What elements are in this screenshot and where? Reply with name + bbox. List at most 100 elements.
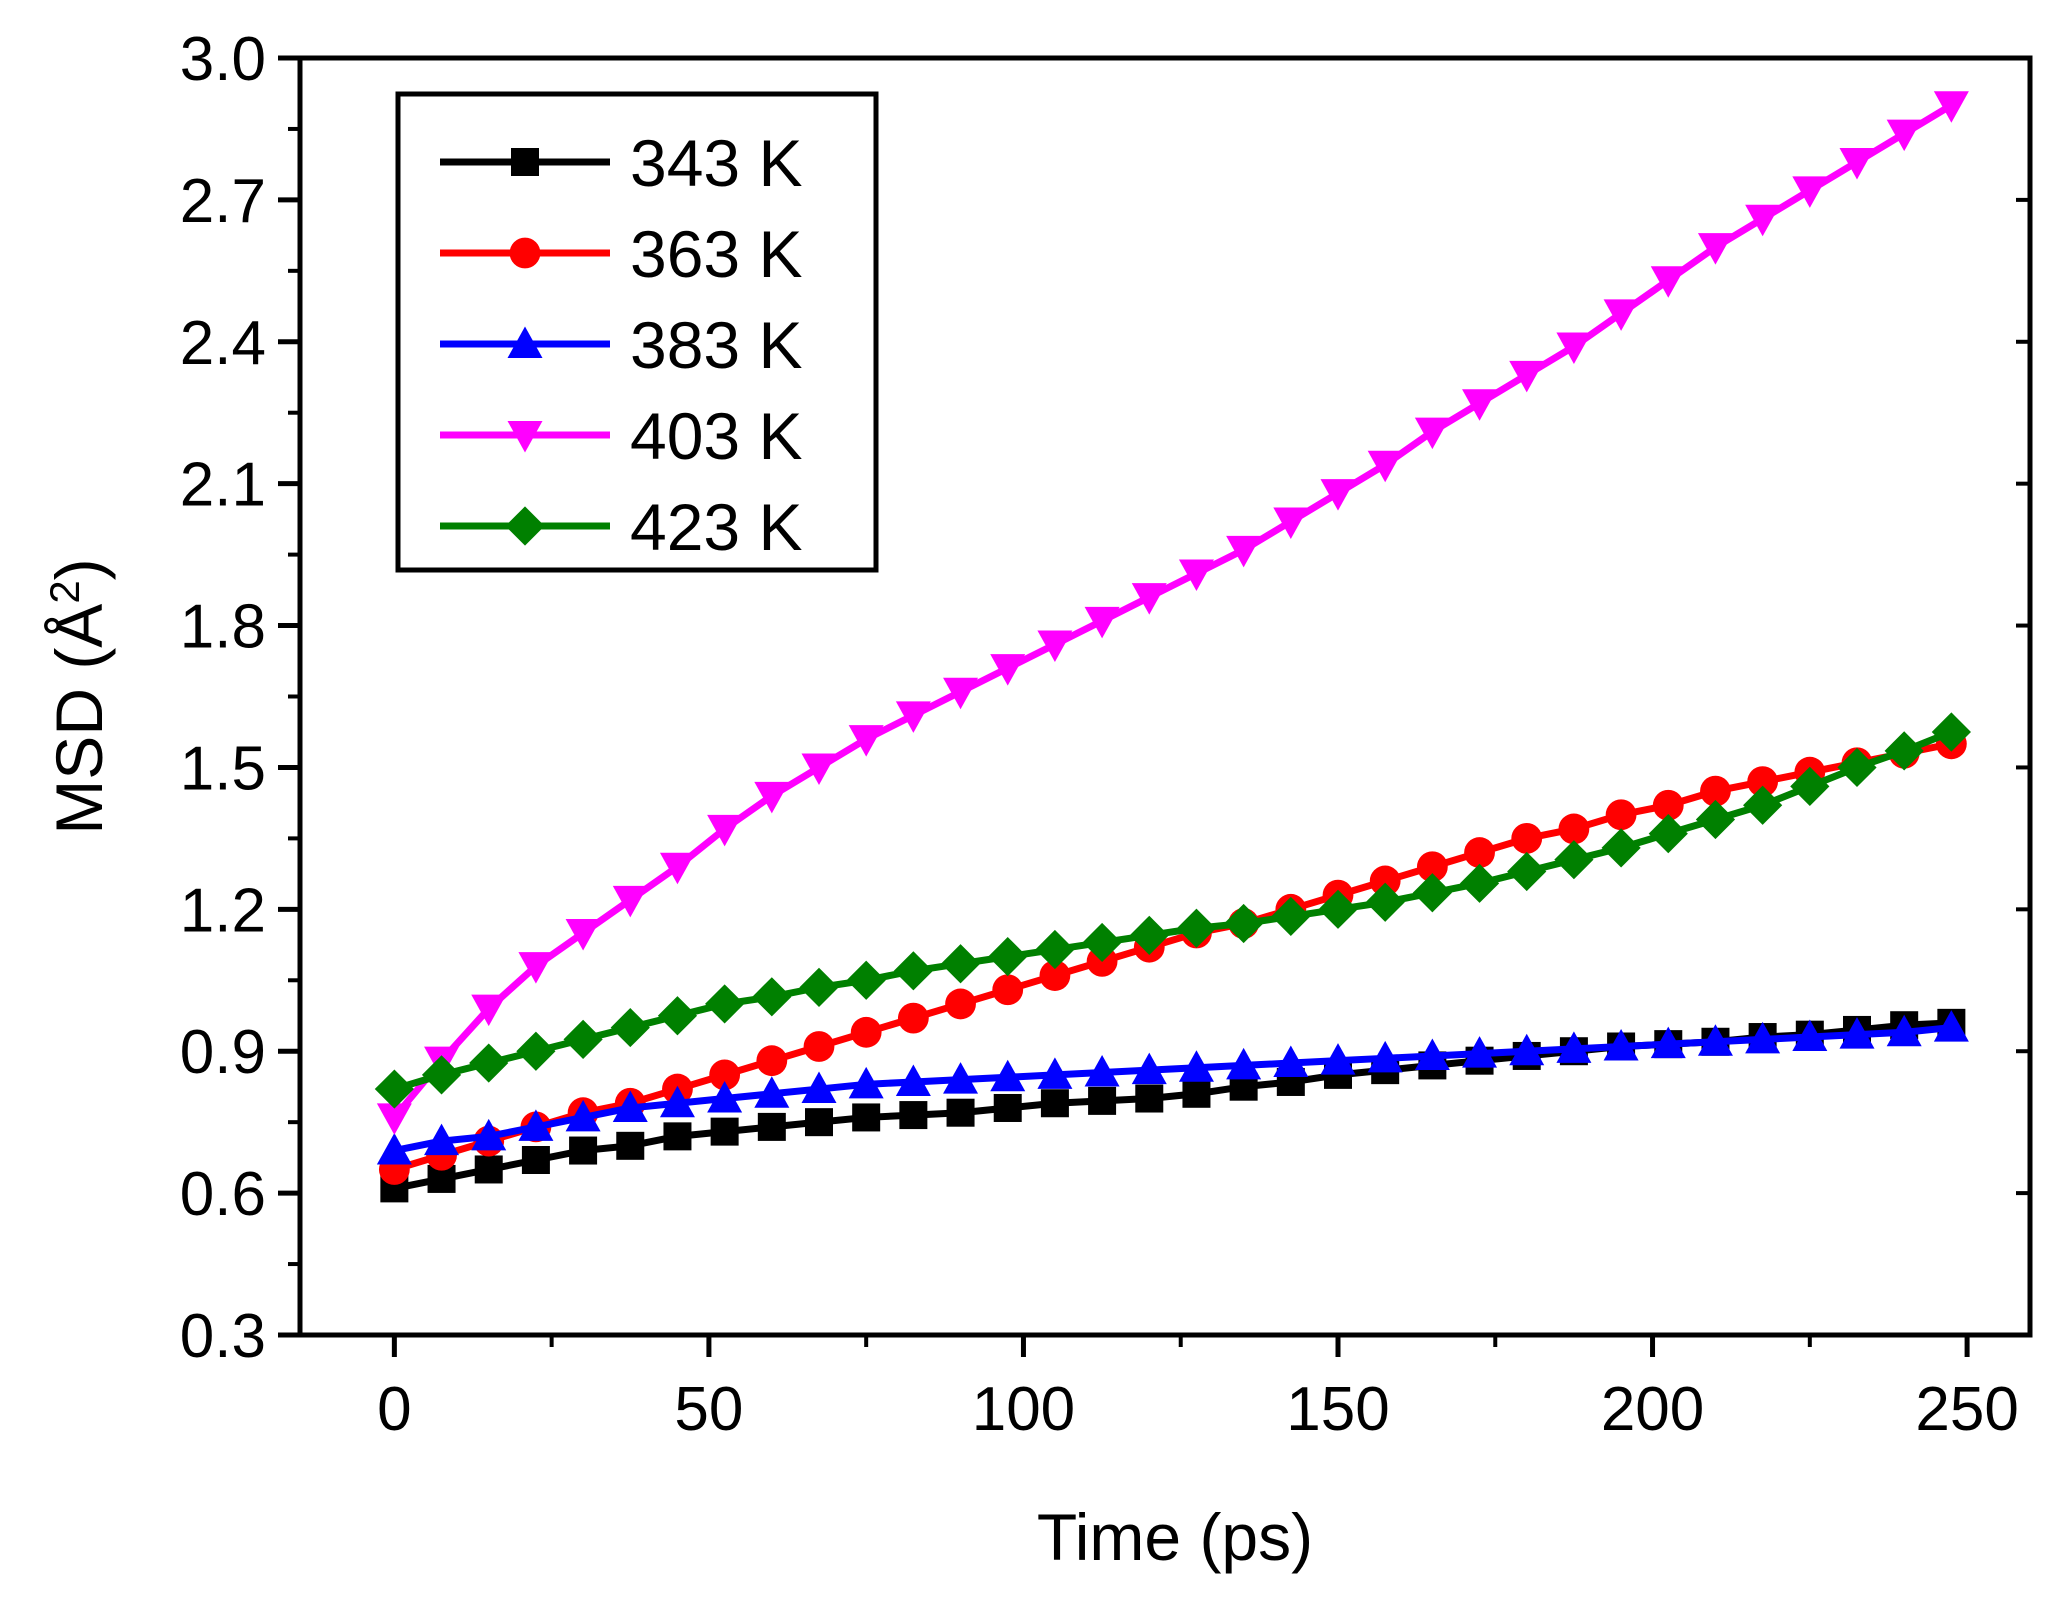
y-tick-label: 0.6 [180,1160,266,1229]
legend-entry: 363 K [440,217,802,291]
data-point [1462,1036,1498,1068]
data-point [1367,1040,1403,1073]
data-point [376,1133,412,1165]
data-point [895,701,931,733]
data-point [1271,896,1311,937]
data-point [801,1071,837,1104]
data-point [1697,233,1733,265]
data-point [940,944,981,984]
data-point [710,1117,739,1146]
y-axis-title: MSD (Å2) [41,558,117,834]
legend-entry: 343 K [440,126,802,200]
data-point [518,1109,554,1141]
data-point [469,1043,509,1083]
data-point [616,1131,645,1160]
data-point [1884,731,1924,771]
data-point [848,725,884,757]
legend-label: 403 K [630,399,802,473]
data-point [1084,1055,1120,1087]
data-point [1273,507,1309,540]
data-point [1650,266,1686,298]
data-point [1603,299,1639,331]
legend-swatch-marker [507,421,543,453]
data-point [1507,851,1547,892]
data-point [1273,1045,1309,1078]
data-point [569,1136,598,1165]
data-point [1933,91,1969,123]
data-point [563,1019,603,1059]
y-tick-label: 0.3 [180,1302,266,1371]
data-point [846,960,886,1000]
data-point [754,1076,790,1108]
data-point [993,1093,1022,1122]
y-tick-label: 2.4 [180,309,266,378]
x-tick-label: 50 [674,1375,743,1444]
data-point [1039,960,1071,991]
data-point [659,1085,695,1118]
data-point [1459,863,1500,903]
series-423-k [374,712,1971,1109]
series-383-k [376,1010,1969,1165]
data-point [754,781,790,814]
data-point [424,1123,460,1156]
data-point [705,984,745,1024]
data-point [1037,1057,1073,1089]
series-403-k [376,91,1969,1135]
data-point [1745,204,1781,237]
data-point [610,1007,650,1048]
data-point [1129,915,1169,955]
data-point [1511,822,1543,854]
y-tick-label: 1.5 [180,734,266,803]
data-point [1135,1084,1164,1113]
legend-label: 363 K [630,217,802,291]
data-point [1886,119,1922,152]
data-point [899,1101,928,1130]
data-point [803,1031,835,1062]
data-point [1414,417,1450,450]
data-point [943,1062,979,1094]
data-point [1464,837,1495,868]
data-point [1556,1031,1592,1063]
x-tick-label: 100 [972,1375,1075,1444]
x-axis-title: Time (ps) [1037,1500,1313,1574]
series-line [393,1024,1952,1154]
data-point [1412,873,1452,913]
x-tick-label: 200 [1601,1375,1704,1444]
data-point [1652,789,1684,821]
data-point [657,996,698,1036]
data-point [1088,1086,1117,1115]
data-point [1035,929,1075,970]
legend-swatch-marker [509,237,541,269]
data-point [1462,389,1498,421]
data-point [1037,630,1073,662]
data-point [1605,799,1637,831]
data-point [1040,1089,1069,1118]
data-point [1839,1017,1875,1049]
tick-layer: 0 50 100 150 200 250 0.3 0.6 0.9 1.2 1.5 1.8 2.1 2.4 2… [180,25,2030,1444]
x-tick-label: 250 [1915,1375,2018,1444]
data-point [1931,712,1971,752]
data-point [1414,1038,1450,1070]
y-tick-label: 2.7 [180,167,266,236]
series-line [391,102,1954,1120]
data-point [707,814,743,847]
data-point [945,988,976,1020]
data-point [1226,535,1262,568]
data-point [1320,479,1356,511]
data-point [612,1090,648,1122]
data-point [1790,766,1830,806]
data-point [1365,882,1405,922]
data-point [990,1059,1026,1092]
data-point [565,1099,601,1132]
legend-swatch-marker [511,148,539,176]
data-point [518,952,554,984]
data-point [752,977,792,1017]
data-point [946,1098,975,1127]
data-point [1131,1052,1167,1085]
data-point [1648,814,1688,854]
data-point [612,885,648,918]
data-point [1556,332,1592,365]
data-point [471,994,507,1027]
data-point [659,852,695,885]
